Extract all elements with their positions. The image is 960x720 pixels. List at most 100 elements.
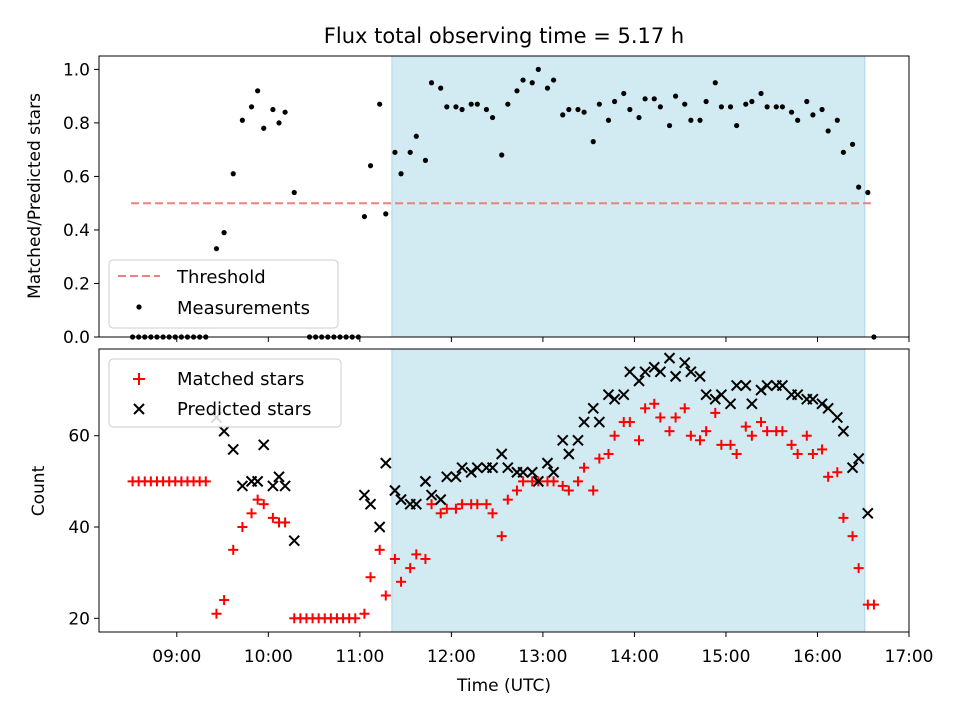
- predicted-star-point: [364, 498, 377, 510]
- measurement-point: [276, 120, 282, 126]
- x-tick-label: 14:00: [610, 647, 659, 667]
- measurement-point: [377, 101, 383, 107]
- chart-title: Flux total observing time = 5.17 h: [324, 24, 684, 48]
- predicted-star-point: [837, 425, 850, 437]
- predicted-star-point: [624, 366, 636, 378]
- measurement-point: [230, 171, 236, 177]
- measurement-point: [468, 101, 474, 107]
- panel-counts: 20 40 60 09:00 10:00 11:00 12:00 13:00 14:00 15:0…: [29, 348, 934, 696]
- predicted-star-point: [486, 461, 499, 474]
- predicted-star-point: [663, 352, 676, 364]
- matched-star-point: [756, 417, 767, 428]
- x-axis-label: Time (UTC): [456, 676, 551, 696]
- matched-star-point: [252, 494, 263, 505]
- measurement-point: [734, 122, 740, 129]
- matched-star-point: [655, 412, 666, 423]
- measurement-point: [575, 106, 581, 113]
- measurement-point: [795, 117, 801, 123]
- predicted-star-point: [373, 521, 386, 533]
- predicted-star-point: [395, 493, 407, 506]
- measurement-point: [621, 90, 627, 97]
- matched-star-point: [823, 471, 834, 482]
- matched-star-point: [557, 480, 568, 491]
- matched-star-point: [786, 439, 797, 450]
- measurement-point: [749, 98, 755, 105]
- y-tick-label-count: 20: [68, 609, 90, 629]
- predicted-star-point: [526, 466, 538, 478]
- predicted-star-point: [602, 388, 615, 401]
- measurement-point: [291, 189, 297, 196]
- predicted-star-point: [791, 388, 804, 401]
- measurement-point: [270, 106, 276, 113]
- matched-star-point: [832, 467, 843, 478]
- measurement-point: [474, 101, 480, 107]
- measurement-point: [367, 163, 374, 169]
- y-axis-label-count: Count: [29, 465, 49, 516]
- matched-star-point: [563, 485, 574, 496]
- matched-star-point: [228, 544, 239, 555]
- predicted-star-point: [816, 398, 828, 410]
- predicted-star-point: [279, 480, 291, 492]
- predicted-star-point: [517, 466, 529, 478]
- matched-star-point: [246, 508, 257, 519]
- predicted-star-point: [618, 388, 630, 401]
- predicted-star-point: [563, 448, 575, 460]
- y-tick-label-ratio: 0.8: [63, 114, 90, 134]
- matched-star-point: [853, 563, 864, 574]
- panel-ratio: 0.0 0.2 0.4 0.6 0.8 1.0 Flux total observing …: [25, 24, 910, 348]
- matched-star-point: [426, 499, 437, 510]
- matched-star-point: [777, 426, 788, 437]
- predicted-star-point: [593, 416, 606, 428]
- matched-star-point: [359, 608, 370, 619]
- predicted-star-point: [425, 489, 438, 501]
- predicted-star-point: [694, 370, 706, 383]
- measurement-point: [819, 106, 825, 113]
- measurement-point: [666, 122, 673, 129]
- matched-star-point: [640, 403, 651, 414]
- measurement-point: [581, 109, 587, 115]
- matched-star-point: [649, 398, 660, 409]
- matched-star-point: [548, 476, 559, 487]
- predicted-star-point: [465, 466, 477, 478]
- measurement-point: [779, 104, 785, 110]
- measurement-point: [428, 80, 435, 86]
- matched-star-point: [389, 553, 400, 564]
- predicted-star-point: [822, 402, 834, 415]
- predicted-star-point: [532, 475, 545, 488]
- x-tick-label: 09:00: [152, 647, 201, 667]
- predicted-star-point: [380, 457, 392, 469]
- matched-star-point: [380, 590, 391, 601]
- measurement-point: [590, 139, 596, 145]
- y-tick-label-count: 40: [68, 518, 90, 538]
- predicted-star-point: [755, 384, 767, 396]
- measurement-point: [627, 106, 633, 113]
- matched-star-point: [740, 421, 751, 432]
- measurement-point: [697, 117, 703, 123]
- measurement-point: [636, 114, 642, 121]
- matched-star-point: [518, 476, 529, 487]
- measurement-point: [398, 171, 404, 177]
- matched-star-point: [679, 403, 690, 414]
- matched-star-point: [695, 435, 706, 446]
- measurement-point: [718, 104, 724, 110]
- measurement-point: [453, 104, 459, 110]
- measurement-point: [444, 104, 450, 110]
- measurement-point: [688, 117, 694, 123]
- predicted-star-point: [639, 366, 651, 378]
- predicted-star-point: [227, 443, 239, 456]
- matched-star-point: [487, 508, 498, 519]
- panel-counts-frame: [98, 348, 910, 633]
- measurement-point: [483, 106, 490, 113]
- matched-star-point: [411, 549, 422, 560]
- matched-star-point: [609, 430, 620, 441]
- predicted-star-point: [587, 402, 599, 415]
- measurement-point: [865, 189, 871, 196]
- y-tick-label-ratio: 0.2: [63, 274, 90, 294]
- legend-matched-label: Matched stars: [177, 369, 304, 390]
- predicted-star-point: [669, 370, 682, 383]
- measurement-point: [856, 184, 862, 190]
- predicted-star-point: [648, 361, 660, 373]
- matched-star-point: [200, 476, 211, 487]
- predicted-star-point: [846, 461, 859, 474]
